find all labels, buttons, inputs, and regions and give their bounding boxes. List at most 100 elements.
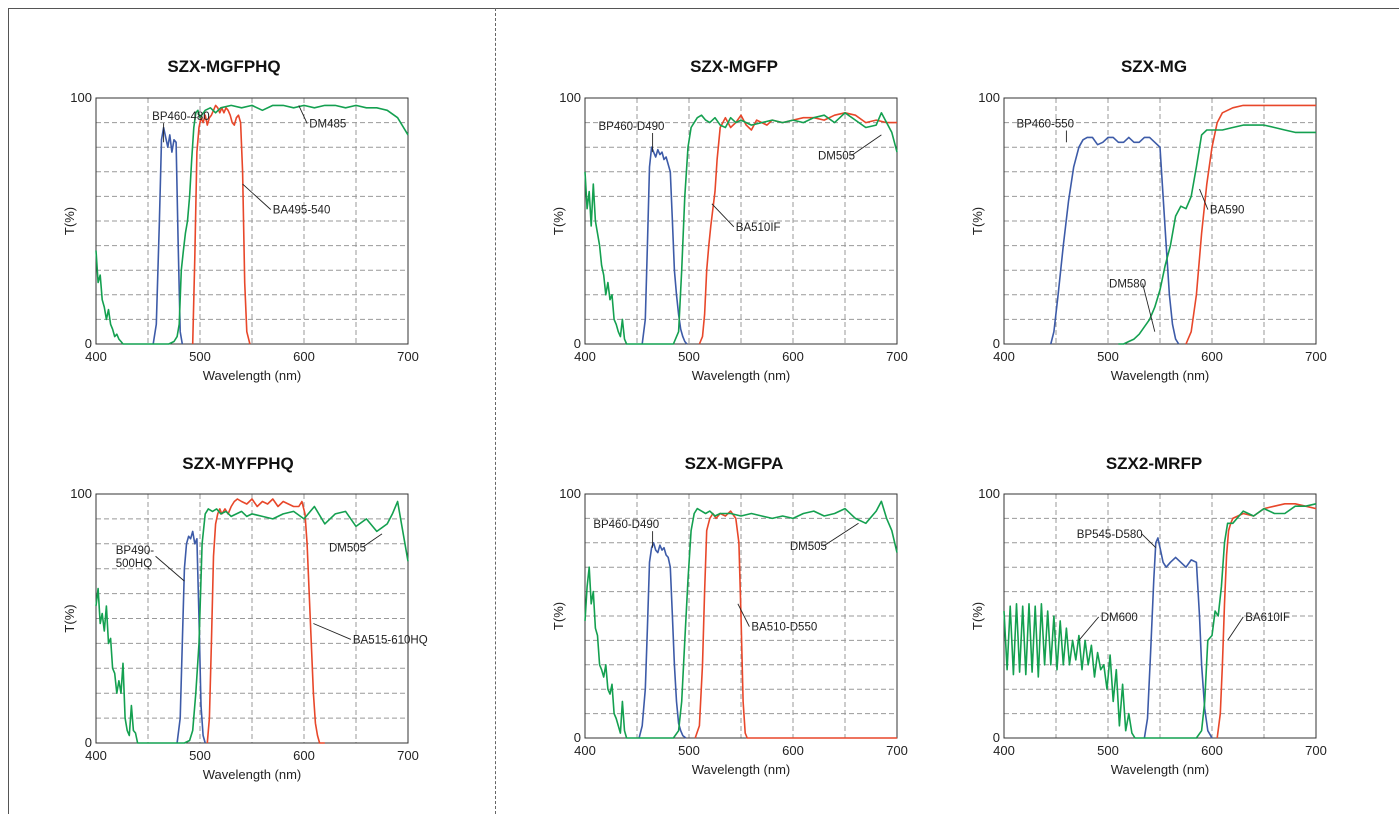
chart-1-xtick-700: 700 (397, 349, 419, 364)
chart-2-xlabel: Wavelength (nm) (692, 368, 791, 383)
chart-1-series-dm485 (95, 104, 409, 345)
chart-3-xlabel: Wavelength (nm) (1111, 368, 1210, 383)
chart-3-annotation-leader (1142, 283, 1156, 332)
chart-3-xtick-400: 400 (993, 349, 1015, 364)
chart-1-title: SZX-MGFPHQ (167, 57, 280, 76)
chart-4-annotation-bp490-500hq: BP490-500HQ (116, 545, 185, 582)
chart-1-series-bp460-480 (152, 126, 184, 345)
chart-5-xtick-600: 600 (782, 743, 804, 758)
chart-3-xtick-700: 700 (1305, 349, 1327, 364)
chart-3-annotation-bp460-550: BP460-550 (1016, 119, 1074, 143)
chart-4-annotation-leader (155, 555, 185, 582)
chart-5-ylabel: T(%) (551, 602, 566, 630)
chart-2-annotation-label: BP460-D490 (599, 121, 665, 133)
chart-1-annotation-ba495-540: BA495-540 (242, 183, 331, 217)
chart-6-series-ba610if (1216, 503, 1317, 739)
chart-4-xtick-700: 700 (397, 748, 419, 763)
chart-3-annotation-label: DM580 (1109, 278, 1146, 290)
chart-5-annotation-leader (737, 603, 750, 627)
chart-1-ytick-0: 0 (85, 336, 92, 351)
chart-2-annotation-dm505: DM505 (818, 134, 882, 163)
chart-3-annotation-ba590: BA590 (1199, 188, 1245, 217)
chart-3-ytick-100: 100 (978, 90, 1000, 105)
chart-5-annotation-label: BA510-D550 (751, 622, 817, 634)
chart-3-ytick-0: 0 (993, 336, 1000, 351)
chart-4-series-dm505 (95, 500, 409, 744)
chart-6-ylabel: T(%) (970, 602, 985, 630)
page-frame (8, 8, 1399, 814)
chart-5-annotation-leader (823, 522, 859, 547)
chart-3-title: SZX-MG (1121, 57, 1187, 76)
chart-6-annotation-leader (1227, 616, 1244, 641)
chart-1-xtick-400: 400 (85, 349, 107, 364)
chart-3-annotation-dm580: DM580 (1109, 278, 1156, 332)
chart-2-xtick-500: 500 (678, 349, 700, 364)
chart-5-xtick-700: 700 (886, 743, 908, 758)
chart-3-annotation-leader (1199, 188, 1209, 210)
chart-6-annotation-label: BP545-D580 (1077, 529, 1143, 541)
chart-6-annotation-label: DM600 (1101, 612, 1138, 624)
chart-2-plot-frame (584, 97, 898, 345)
chart-2-annotation-bp460-d490: BP460-D490 (599, 121, 665, 153)
chart-3-annotation-label: BA590 (1210, 205, 1245, 217)
chart-4-xtick-500: 500 (189, 748, 211, 763)
chart-5-annotation-ba510-d550: BA510-D550 (737, 603, 817, 634)
chart-6-annotation-leader (1141, 533, 1157, 549)
chart-3-annotation-label: BP460-550 (1016, 119, 1074, 131)
chart-5-xtick-500: 500 (678, 743, 700, 758)
chart-3-xtick-500: 500 (1097, 349, 1119, 364)
chart-6-xtick-700: 700 (1305, 743, 1327, 758)
chart-5-ytick-0: 0 (574, 730, 581, 745)
chart-1-ylabel: T(%) (62, 207, 77, 235)
chart-6-xtick-400: 400 (993, 743, 1015, 758)
chart-6-annotation-label: BA610IF (1245, 612, 1290, 624)
chart-6-ytick-0: 0 (993, 730, 1000, 745)
chart-4-ylabel: T(%) (62, 604, 77, 632)
chart-6-annotation-dm600: DM600 (1078, 612, 1138, 641)
chart-2-grid (585, 98, 897, 344)
chart-5-annotation-label: BP460-D490 (593, 519, 659, 531)
chart-5-ytick-100: 100 (559, 486, 581, 501)
chart-2-annotation-leader (711, 203, 735, 228)
chart-2-series-dm505 (584, 112, 898, 345)
chart-1-annotation-label: BP460-480 (152, 111, 210, 123)
chart-1-annotation-label: BA495-540 (273, 205, 331, 217)
chart-3-grid (1004, 98, 1316, 344)
chart-3-plot-frame (1003, 97, 1317, 345)
chart-2-ylabel: T(%) (551, 207, 566, 235)
chart-2-annotation-ba510if: BA510IF (711, 203, 781, 234)
chart-6-xtick-500: 500 (1097, 743, 1119, 758)
chart-3-series-ba590 (1185, 104, 1316, 345)
chart-1-series-ba495-540 (191, 104, 251, 345)
chart-1-annotation-bp460-480: BP460-480 (152, 111, 210, 143)
chart-2-ytick-0: 0 (574, 336, 581, 351)
chart-2-annotation-label: BA510IF (736, 222, 781, 234)
chart-5-xtick-400: 400 (574, 743, 596, 758)
chart-4-ytick-100: 100 (70, 486, 92, 501)
chart-4-xtick-400: 400 (85, 748, 107, 763)
chart-4-series-bp490-500hq (176, 530, 206, 744)
chart-1-annotation-leader (298, 105, 308, 124)
chart-2-annotation-label: DM505 (818, 151, 855, 163)
chart-1-xlabel: Wavelength (nm) (203, 368, 302, 383)
chart-5-annotation-dm505: DM505 (790, 522, 859, 553)
chart-4-series-ba515-610hq (206, 498, 325, 744)
chart-5-title: SZX-MGFPA (685, 454, 784, 473)
chart-6-annotation-leader (1078, 616, 1100, 641)
chart-5-xlabel: Wavelength (nm) (692, 762, 791, 777)
chart-4-annotation-ba515-610hq: BA515-610HQ (313, 623, 428, 646)
chart-6-series-bp545-d580 (1143, 537, 1213, 739)
chart-2-title: SZX-MGFP (690, 57, 778, 76)
chart-6-ytick-100: 100 (978, 486, 1000, 501)
chart-1-plot-frame (95, 97, 409, 345)
chart-6-annotation-ba610if: BA610IF (1227, 612, 1290, 641)
chart-4-xlabel: Wavelength (nm) (203, 767, 302, 782)
chart-4-annotation-label: BP490-500HQ (116, 545, 155, 570)
chart-4-annotation-label: BA515-610HQ (353, 634, 428, 646)
chart-2-annotation-leader (851, 134, 882, 156)
